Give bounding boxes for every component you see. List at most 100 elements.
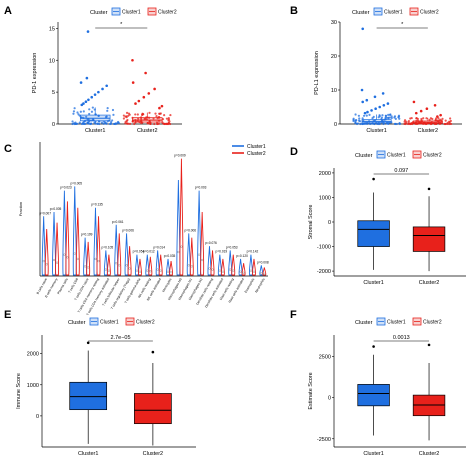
data-point: [361, 122, 364, 126]
violin-2: [127, 246, 132, 276]
data-point: [421, 122, 425, 125]
violin-2: [106, 254, 111, 276]
data-point: [90, 110, 94, 113]
y-tick-label: 20: [331, 54, 337, 60]
violin-median: [42, 260, 45, 263]
violin-2: [158, 254, 163, 276]
data-point: [106, 106, 109, 110]
box-cluster1: [357, 220, 390, 247]
significance-label: *: [120, 22, 123, 28]
violin-median: [115, 262, 118, 265]
outlier-point: [85, 76, 89, 80]
data-point: [414, 122, 417, 125]
data-point: [425, 117, 428, 120]
data-point: [368, 122, 371, 125]
legend-label-2: Cluster2: [158, 10, 177, 16]
violin-2: [231, 254, 236, 276]
p-value-label: p=0.019: [216, 250, 228, 254]
data-point: [372, 119, 375, 122]
data-point: [377, 122, 380, 126]
legend-label-2: Cluster2: [423, 153, 442, 159]
legend-title: Cluster: [68, 320, 86, 326]
outlier-point: [419, 109, 423, 113]
p-value-label: p=0.023: [60, 186, 72, 190]
outlier-point: [381, 92, 385, 95]
data-point: [146, 116, 149, 119]
violin-median: [66, 256, 69, 259]
data-point: [76, 111, 79, 114]
data-point: [141, 112, 144, 115]
data-point: [148, 116, 151, 119]
violin-median: [107, 269, 110, 272]
data-point: [378, 114, 381, 117]
violin-median: [187, 264, 190, 267]
data-point: [167, 121, 170, 125]
violin-1: [41, 216, 46, 276]
outlier-point: [86, 30, 90, 33]
outlier-point: [160, 104, 164, 108]
data-point: [438, 122, 441, 126]
p-value-label: p=0.135: [91, 203, 103, 207]
box-cluster1: [69, 381, 108, 411]
data-point: [98, 120, 101, 123]
violin-median: [94, 257, 97, 260]
violin-median: [52, 258, 56, 262]
violin-median: [190, 265, 193, 268]
data-point: [395, 122, 398, 126]
y-axis-label: Immune Score: [16, 373, 22, 409]
violin-median: [45, 263, 48, 266]
data-point: [163, 114, 166, 117]
p-value-label: p=0.006: [184, 228, 196, 232]
outlier-point: [97, 90, 100, 94]
data-point: [411, 121, 414, 124]
data-point: [152, 117, 155, 120]
p-value-label: p=0.009: [174, 154, 186, 158]
legend-title: Cluster: [352, 10, 370, 16]
outlier-point: [80, 103, 84, 107]
legend-label-1: Cluster1: [387, 320, 406, 326]
outlier-point: [84, 100, 88, 103]
box-cluster1: [357, 384, 390, 407]
outlier-point: [433, 104, 437, 107]
x-tick-label: T cells CD8: [67, 277, 79, 293]
p-value-label: p=0.199: [81, 233, 93, 237]
violin-median: [198, 253, 201, 256]
data-point: [91, 106, 94, 109]
p-value-label: p=0.012: [143, 250, 155, 254]
data-point: [124, 120, 127, 123]
data-point: [144, 117, 147, 120]
violin-1: [93, 207, 98, 276]
data-point: [148, 122, 151, 125]
data-point: [371, 122, 374, 125]
outlier-point: [427, 187, 431, 191]
data-point: [94, 122, 97, 125]
violin-2: [251, 258, 256, 276]
data-point: [387, 122, 390, 125]
panel-letter: C: [4, 143, 12, 155]
data-point: [73, 107, 76, 110]
data-point: [434, 122, 437, 125]
data-point: [420, 117, 423, 121]
legend-label-1: Cluster1: [122, 10, 141, 16]
outlier-point: [151, 350, 155, 354]
data-point: [72, 122, 76, 125]
violin-1: [217, 254, 222, 276]
data-point: [169, 113, 172, 117]
p-value-label: p=0.076: [205, 241, 217, 245]
violin-median: [87, 266, 90, 269]
violin-median: [263, 272, 266, 275]
data-point: [439, 118, 442, 121]
violin-1: [155, 250, 160, 276]
data-point: [356, 122, 360, 125]
violin-median: [159, 269, 162, 272]
violin-median: [208, 267, 211, 270]
outlier-point: [412, 100, 416, 104]
data-point: [397, 115, 401, 118]
data-point: [116, 121, 119, 124]
outlier-point: [373, 95, 377, 99]
outlier-point: [79, 81, 83, 84]
violin-2: [262, 267, 267, 276]
panel-letter: D: [290, 146, 298, 158]
violin-1: [166, 258, 171, 276]
data-point: [161, 121, 164, 124]
